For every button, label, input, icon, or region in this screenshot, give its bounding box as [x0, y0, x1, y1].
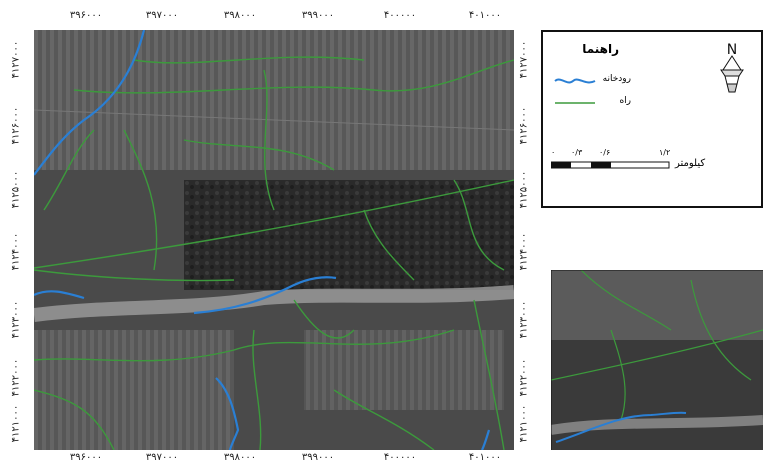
road: [123, 129, 158, 271]
road: [133, 56, 365, 64]
road: [333, 389, 435, 450]
river: [193, 276, 337, 315]
road: [580, 270, 672, 331]
legend-item-road: راه: [619, 96, 631, 106]
legend-label-road: راه: [619, 96, 631, 106]
scale-bar-graphic: [551, 161, 670, 169]
road: [363, 209, 415, 281]
road: [263, 69, 275, 211]
field-boundary: [34, 109, 514, 131]
legend-title: راهنما: [582, 42, 619, 56]
x-tick-top: ۴۰۱۰۰۰: [468, 10, 502, 21]
y-tick-left: ۴۱۲۵۰۰۰: [10, 170, 22, 209]
north-letter: N: [727, 42, 737, 58]
x-tick-bottom: ۳۹۹۰۰۰: [301, 452, 335, 463]
map-legend: راهنما N رودخانه راه ۰ ۰/۳ ۰/۶ ۱/۲ کیلوم…: [541, 30, 763, 208]
y-tick-right: ۴۱۲۳۰۰۰: [518, 300, 530, 339]
y-tick-right: ۴۱۲۱۰۰۰: [518, 404, 530, 443]
field-area-southwest: [34, 330, 234, 450]
river: [215, 377, 240, 450]
inset-river-valley: [551, 415, 763, 435]
y-tick-right: ۴۱۲۶۰۰۰: [518, 106, 530, 145]
north-arrow-icon: N: [720, 42, 744, 93]
road-symbol-icon: [555, 102, 595, 104]
inset-field-area: [551, 270, 763, 340]
x-tick-top: ۳۹۸۰۰۰: [223, 10, 257, 21]
y-tick-left: ۴۱۲۷۰۰۰: [10, 40, 22, 79]
y-tick-right: ۴۱۲۴۰۰۰: [518, 232, 530, 271]
y-tick-left: ۴۱۲۴۰۰۰: [10, 232, 22, 271]
y-tick-right: ۴۱۲۵۰۰۰: [518, 170, 530, 209]
scale-tick: ۰/۶: [599, 148, 611, 157]
road: [43, 129, 95, 211]
y-tick-left: ۴۱۲۱۰۰۰: [10, 404, 22, 443]
road: [34, 389, 115, 450]
road: [34, 269, 235, 282]
scale-tick: ۰: [551, 148, 556, 157]
inset-map[interactable]: [551, 270, 763, 450]
inset-river: [555, 411, 687, 443]
scale-tick: ۰/۳: [571, 148, 583, 157]
y-tick-left: ۴۱۲۶۰۰۰: [10, 106, 22, 145]
road: [453, 179, 505, 271]
x-tick-bottom: ۴۰۱۰۰۰: [468, 452, 502, 463]
road: [73, 59, 514, 94]
x-tick-top: ۳۹۷۰۰۰: [145, 10, 179, 21]
satellite-map[interactable]: [34, 30, 514, 450]
forest-area: [184, 180, 514, 290]
x-tick-bottom: ۳۹۶۰۰۰: [69, 452, 103, 463]
x-tick-top: ۳۹۹۰۰۰: [301, 10, 335, 21]
road: [473, 299, 505, 450]
y-tick-right: ۴۱۲۷۰۰۰: [518, 40, 530, 79]
x-tick-top: ۴۰۰۰۰۰: [383, 10, 417, 21]
road: [34, 179, 514, 269]
scale-unit: کیلومتر: [675, 158, 706, 169]
inset-road-network: [551, 270, 763, 421]
road: [293, 299, 355, 339]
road-network: [34, 56, 514, 450]
river-symbol-icon: [554, 78, 596, 84]
river-network: [34, 30, 491, 450]
road: [183, 139, 335, 171]
road: [252, 329, 262, 450]
legend-item-river: رودخانه: [603, 74, 631, 84]
river: [481, 429, 491, 450]
road: [690, 279, 752, 381]
legend-label-river: رودخانه: [602, 74, 631, 84]
road: [34, 329, 455, 362]
river: [34, 30, 146, 176]
road: [610, 329, 626, 421]
x-tick-bottom: ۳۹۷۰۰۰: [145, 452, 179, 463]
y-tick-left: ۴۱۲۳۰۰۰: [10, 300, 22, 339]
x-tick-top: ۳۹۶۰۰۰: [69, 10, 103, 21]
x-tick-bottom: ۳۹۸۰۰۰: [223, 452, 257, 463]
scale-tick: ۱/۲: [659, 148, 671, 157]
river: [34, 290, 85, 300]
x-tick-bottom: ۴۰۰۰۰۰: [383, 452, 417, 463]
field-area-north: [34, 30, 514, 170]
road: [551, 329, 763, 381]
